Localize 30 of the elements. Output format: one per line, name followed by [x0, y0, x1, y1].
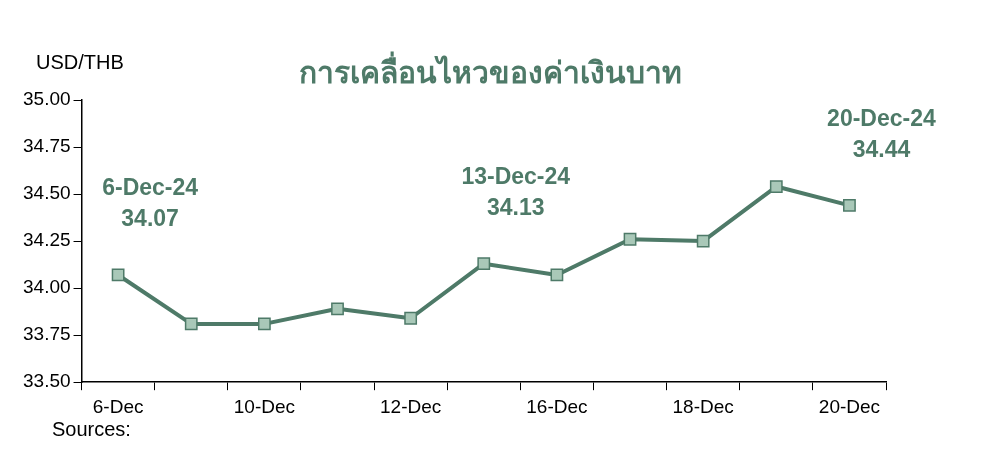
point: [696, 234, 710, 248]
x-tick-label: 18-Dec: [672, 395, 734, 417]
x-tick-label: 16-Dec: [526, 395, 588, 417]
point: [769, 180, 783, 193]
y-tick-label: 33.50: [23, 370, 71, 392]
point: [550, 268, 564, 282]
source-note: Sources:: [52, 417, 131, 440]
point: [623, 232, 637, 246]
y-tick-label: 35.00: [23, 88, 71, 110]
point: [404, 311, 418, 325]
x-tick-label: 10-Dec: [233, 395, 295, 417]
x-tick-label: 6-Dec: [92, 395, 144, 417]
point: [257, 317, 271, 331]
y-tick-label: 34.25: [23, 229, 71, 251]
point: [111, 268, 125, 282]
y-tick-label: 34.75: [23, 135, 71, 157]
annotation: 6-Dec-24 34.07: [102, 174, 199, 232]
x-tick-label: 12-Dec: [380, 395, 442, 417]
point: [843, 198, 856, 212]
y-tick-label: 33.75: [23, 323, 71, 345]
point: [184, 317, 198, 331]
annotation: 13-Dec-24 34.13: [461, 163, 571, 221]
x-tick-label: 20-Dec: [818, 395, 881, 417]
point: [477, 257, 491, 271]
y-tick-label: 34.50: [23, 182, 71, 204]
point: [331, 302, 344, 316]
annotation: 20-Dec-24 34.44: [827, 104, 936, 162]
y-tick-label: 34.00: [23, 276, 71, 298]
y-axis-title: USD/THB: [36, 50, 124, 73]
chart-title: การเคลื่อนไหวของค่าเงินบาท: [298, 51, 682, 90]
